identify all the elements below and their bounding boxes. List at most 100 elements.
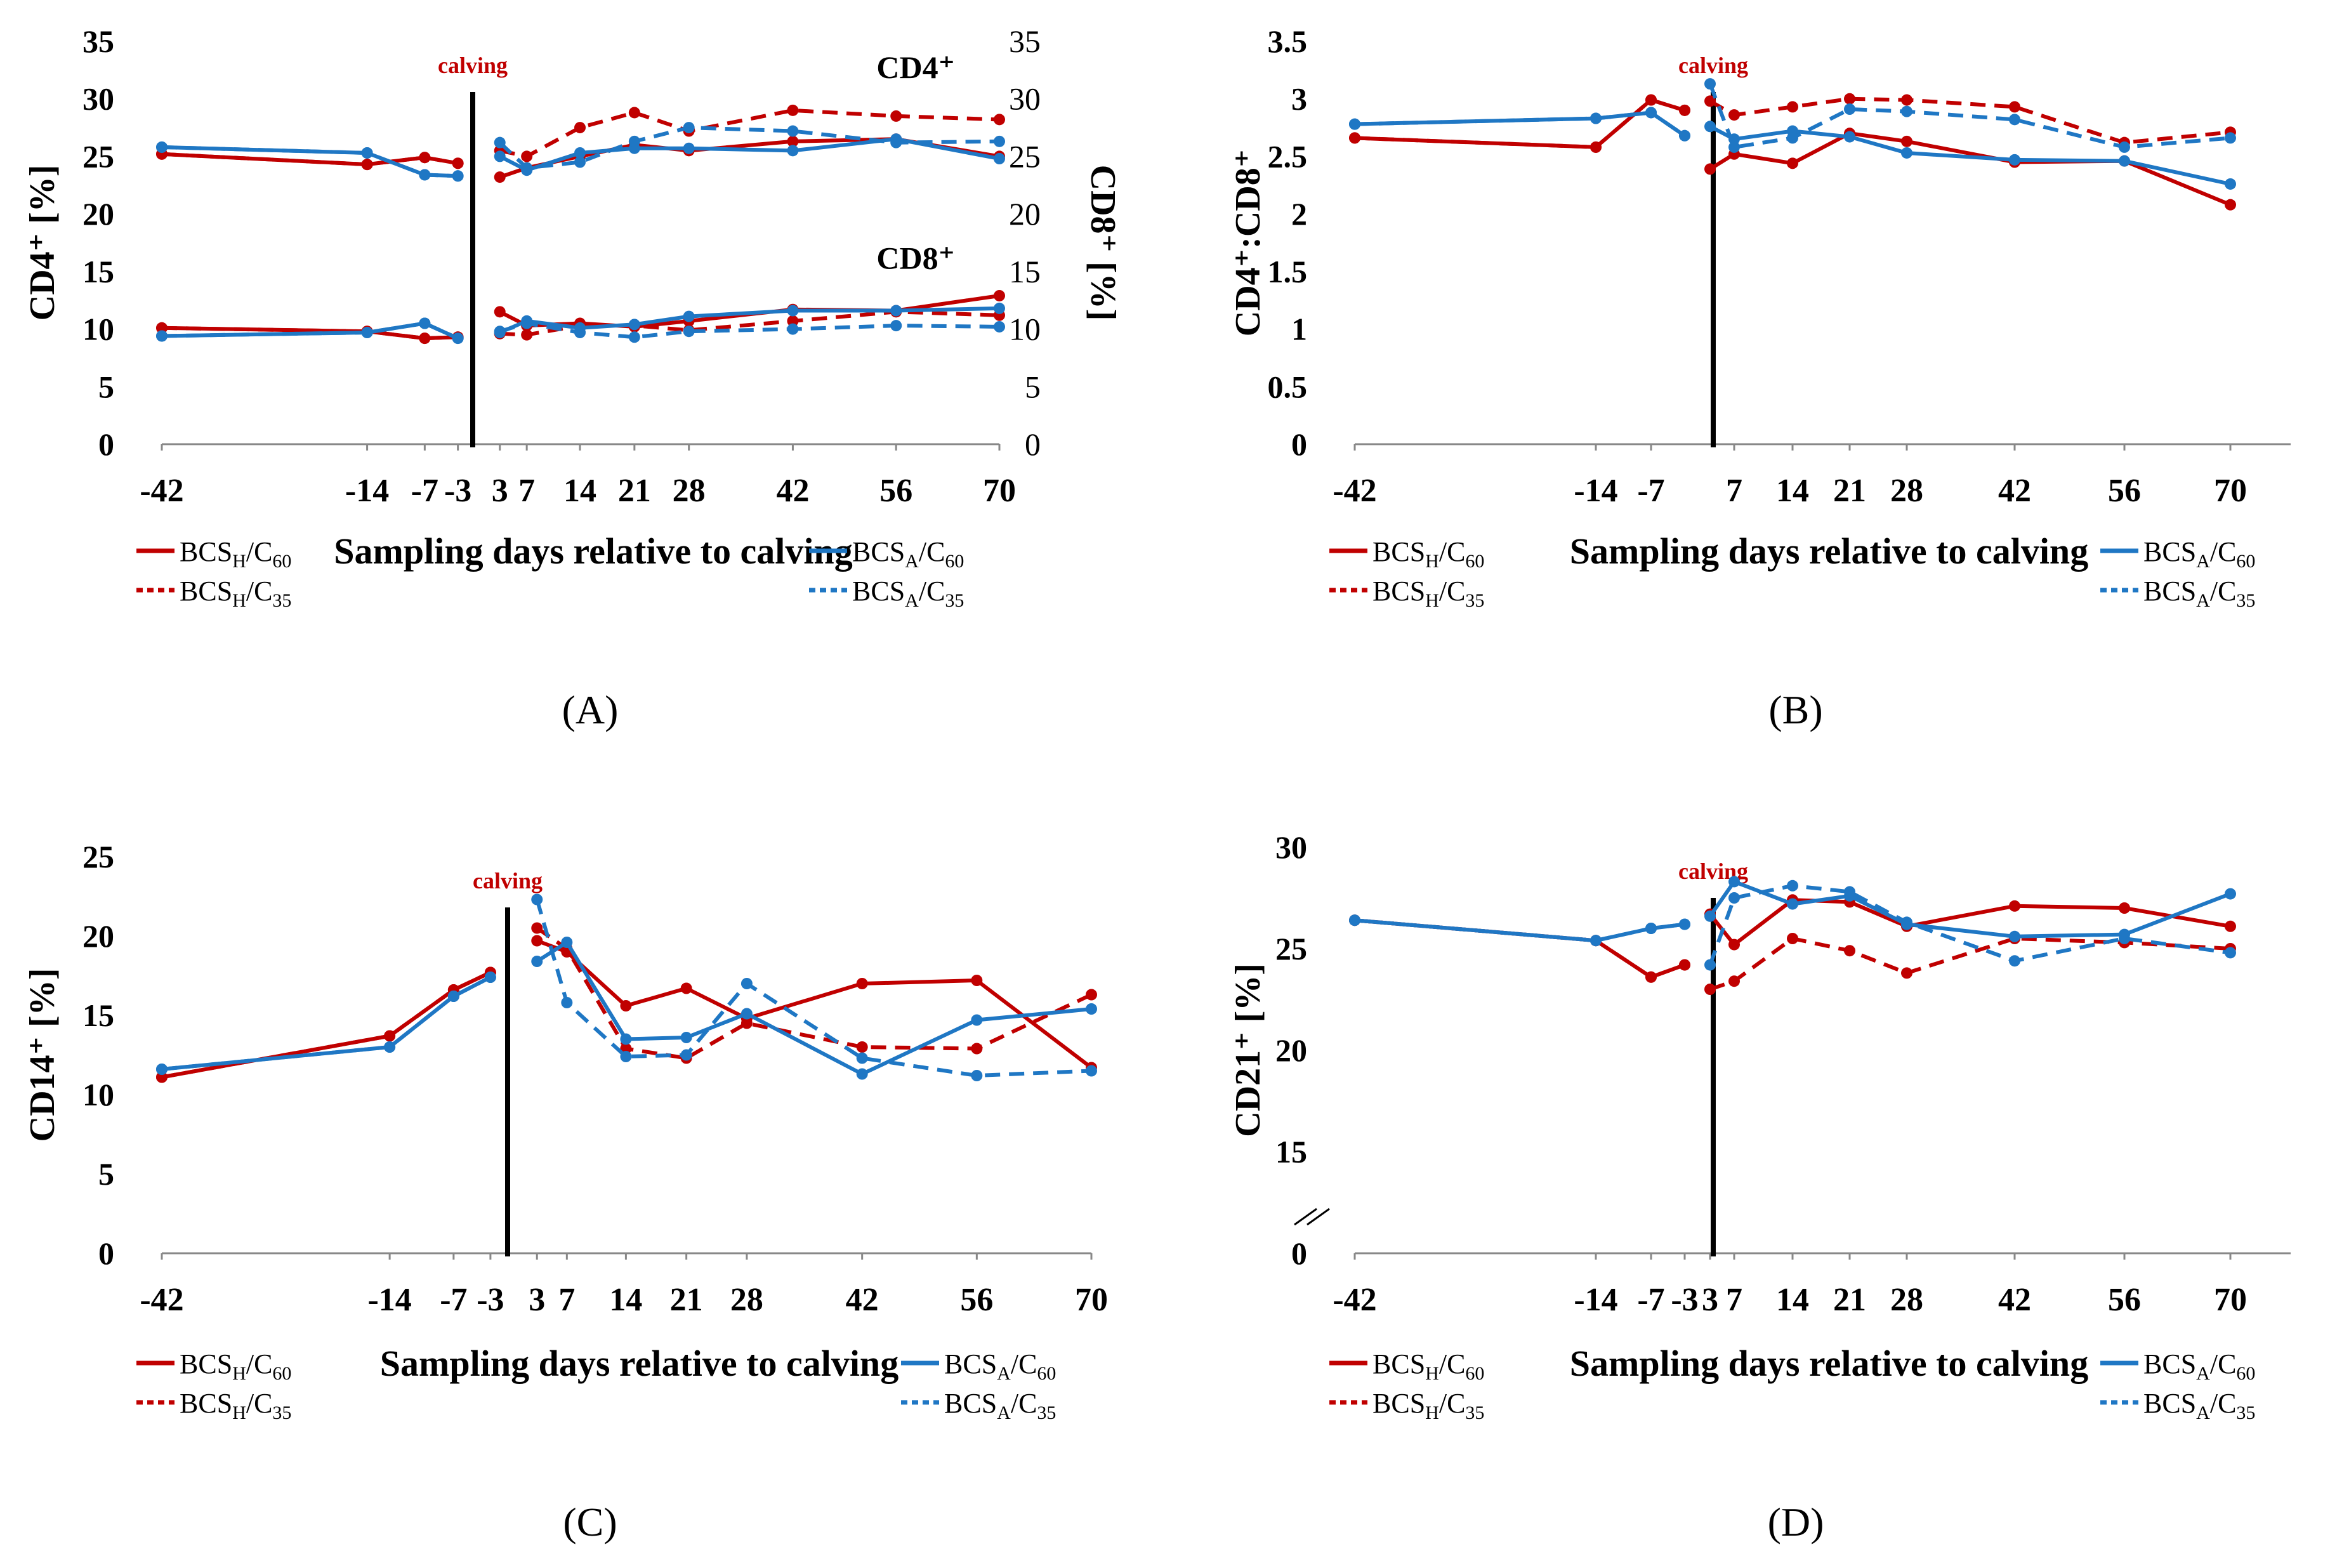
series-line [498,126,1000,170]
series-point [1844,103,1855,115]
series-line [161,145,458,178]
series-point [419,169,431,181]
x-tick-label: 56 [960,1282,993,1318]
legend-text-sub: A [997,1402,1011,1423]
series-point [2225,947,2236,959]
series-point [361,159,373,171]
legend-text-sub: A [2196,1363,2210,1384]
legend-text-base: BCS [180,576,232,607]
x-axis-title: Sampling days relative to calving [1570,1343,2088,1384]
y-right-axis-label: CD8⁺ [%] [1083,165,1122,321]
series-point [628,331,640,343]
legend-text-mid: /C [2210,1388,2237,1419]
series-point [561,937,573,948]
series-point [1728,975,1740,987]
legend-label-A60: BCSA/C60 [944,1348,1056,1384]
x-tick-label: 7 [1726,1282,1742,1318]
legend-text-sub: H [232,551,246,572]
series-point [1704,910,1716,922]
series-point [2225,178,2236,190]
series-line [161,321,459,340]
x-tick-label: 21 [670,1282,703,1318]
legend-text-base: BCS [180,536,232,567]
series-point [971,1014,983,1026]
legend-text-sub: A [2196,1402,2210,1423]
series-point [494,171,506,183]
series-point [680,1032,692,1043]
series-point [1787,880,1798,892]
series-point [574,147,586,159]
series-line [161,326,458,341]
legend-label-H35: BCSH/C35 [180,576,291,611]
series-point [361,327,373,339]
series-point [531,893,543,906]
series-point [419,152,431,164]
legend-text-base: BCS [852,576,905,607]
series-point [1704,121,1716,133]
axis-break-mark [1307,1208,1330,1226]
legend-text-sub: 35 [1465,1402,1484,1423]
series-point [494,150,506,162]
legend-label-A35: BCSA/C35 [944,1388,1056,1423]
panel-label: (D) [1768,1499,1824,1545]
y-tick-label: 25 [82,138,114,174]
series-point [683,142,695,154]
y-tick-label: 15 [82,998,114,1033]
x-tick-label: 28 [1890,1282,1923,1318]
series-point [683,326,695,338]
series-point [1645,107,1657,119]
x-axis-title: Sampling days relative to calving [334,530,852,572]
x-tick-label: -14 [345,473,389,509]
series-point [1787,101,1798,113]
y-right-tick-label: 5 [1025,369,1041,404]
series-point [1704,78,1716,90]
x-axis-title: Sampling days relative to calving [1570,530,2088,572]
y-tick-label: 0 [1291,1235,1307,1271]
series-point [740,1008,753,1020]
series-point [994,114,1005,126]
series-point [1349,118,1360,130]
series-point [1679,104,1690,116]
series-point [494,326,506,338]
series-point [620,1033,632,1045]
series-point [890,320,902,332]
series-point [787,305,799,317]
series-line [536,926,1093,1060]
series-point [531,935,543,947]
series-line [161,970,492,1079]
x-tick-label: 42 [1998,1282,2031,1318]
series-point [994,320,1005,333]
legend-text-sub: 35 [2236,1402,2255,1423]
legend-text-base: BCS [180,1348,232,1380]
series-point [2009,154,2020,166]
series-line [161,975,492,1071]
series-point [1679,918,1690,930]
legend-text-sub: 35 [272,590,291,611]
legend-text-sub: H [1425,551,1439,572]
series-point [890,305,902,317]
x-tick-label: 70 [1075,1282,1108,1318]
series-point [1787,132,1798,144]
y-tick-label: 10 [82,1077,114,1112]
series-point [361,147,373,159]
y-right-tick-label: 15 [1009,254,1041,289]
series-point [1728,109,1740,121]
series-point [452,333,464,345]
legend-label-A35: BCSA/C35 [2143,576,2255,611]
series-point [1844,93,1855,105]
series-point [1728,876,1740,888]
y-tick-label: 25 [82,839,114,874]
series-point [628,135,640,147]
y-right-tick-label: 25 [1009,138,1041,174]
series-point [384,1041,396,1053]
y-tick-label: 0 [98,1235,114,1271]
series-line [1354,918,1686,979]
legend-label-H35: BCSH/C35 [1372,576,1484,611]
legend-text-mid: /C [1011,1348,1037,1380]
series-line [1354,98,1685,149]
y-tick-label: 5 [98,1156,114,1192]
x-tick-label: -7 [1637,473,1664,509]
series-point [856,1068,868,1080]
legend-text-base: BCS [1372,1348,1425,1380]
series-point [2225,199,2236,211]
